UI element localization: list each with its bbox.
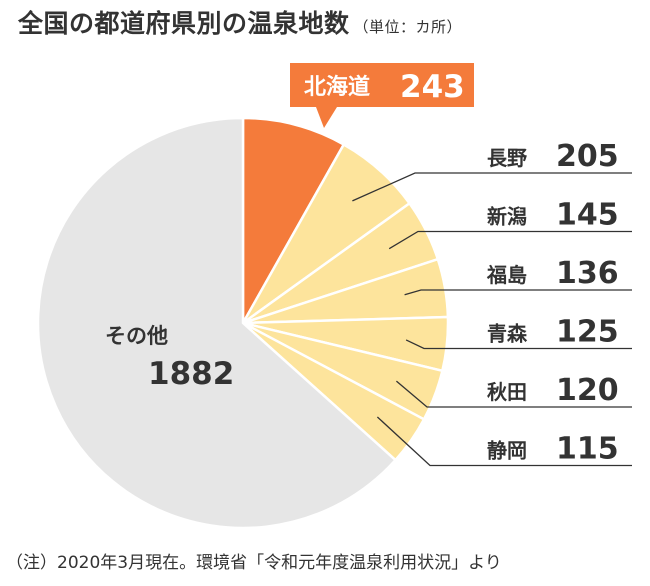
value-slice-7: 115: [556, 432, 619, 467]
highlight-callout-box: [290, 63, 474, 128]
chart-title-text: 全国の都道府県別の温泉地数: [18, 9, 350, 38]
leader-line-slice-6: [395, 380, 632, 408]
leader-line-slice-3: [388, 230, 632, 250]
value-slice-6: 120: [556, 373, 619, 408]
chart-title: 全国の都道府県別の温泉地数 （単位：カ所）: [18, 4, 462, 40]
value-slice-3: 145: [556, 198, 619, 233]
leader-line-slice-2: [352, 172, 632, 202]
label-slice-4: 福島: [486, 263, 527, 287]
leader-line-slice-5: [405, 339, 632, 350]
label-slice-7: 静岡: [487, 439, 527, 463]
value-slice-1: 243: [400, 69, 465, 105]
value-slice-8: 1882: [148, 356, 234, 392]
footnote: （注）2020年3月現在。環境省「令和元年度温泉利用状況」より: [6, 553, 502, 573]
chart-unit: （単位：カ所）: [353, 18, 463, 36]
pie-labels: 北海道 243 長野 205 新潟 145 福島 136 青森 125 秋田 120 静岡 115 その他 1…: [105, 63, 632, 467]
label-slice-2: 長野: [487, 146, 527, 170]
label-slice-6: 秋田: [487, 380, 527, 404]
leader-line-slice-4: [404, 289, 632, 296]
label-slice-3: 新潟: [487, 205, 527, 229]
slice-1: [241, 116, 346, 325]
leader-line-slice-7: [376, 416, 632, 467]
pie-slices: [36, 116, 450, 530]
label-slice-5: 青森: [487, 322, 528, 346]
value-slice-4: 136: [556, 256, 619, 291]
value-slice-5: 125: [556, 315, 619, 350]
value-slice-2: 205: [556, 139, 619, 174]
label-slice-8: その他: [105, 324, 168, 348]
label-slice-1: 北海道: [304, 74, 370, 100]
slice-8: [36, 116, 397, 530]
